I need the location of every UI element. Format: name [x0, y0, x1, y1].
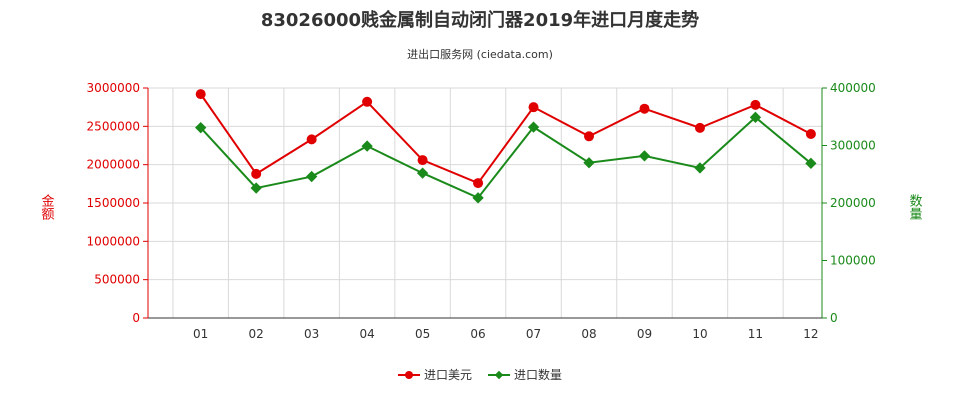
- left-tick-label: 0: [132, 311, 140, 325]
- x-tick-label: 07: [526, 327, 541, 341]
- series-1-point: [528, 102, 539, 113]
- x-tick-label: 01: [193, 327, 208, 341]
- series-2-point: [694, 162, 706, 174]
- series-2-point: [361, 140, 373, 152]
- series-1-point: [195, 89, 206, 100]
- left-tick-label: 500000: [94, 273, 140, 287]
- series-1-point: [251, 168, 262, 179]
- right-tick-label: 300000: [830, 139, 876, 153]
- x-tick-label: 12: [803, 327, 818, 341]
- series-1-point: [584, 131, 595, 142]
- x-tick-label: 10: [692, 327, 707, 341]
- series-2-point: [805, 157, 817, 169]
- x-tick-label: 08: [581, 327, 596, 341]
- series-2-point: [472, 192, 484, 204]
- series-1-point: [639, 103, 650, 114]
- series-2-point: [638, 150, 651, 162]
- series-1-point: [417, 155, 428, 166]
- x-tick-label: 05: [415, 327, 430, 341]
- legend-marker-2: [494, 370, 504, 380]
- left-tick-label: 3000000: [87, 81, 140, 95]
- grid-lines: [148, 87, 822, 319]
- chart-title: 83026000贱金属制自动闭门器2019年进口月度走势: [260, 10, 700, 31]
- left-tick-label: 2500000: [87, 119, 140, 133]
- x-tick-label: 02: [249, 327, 264, 341]
- series-1-point: [694, 122, 705, 133]
- series-line-2: [199, 115, 812, 200]
- left-tick-label: 2000000: [87, 158, 140, 172]
- left-tick-label: 1000000: [87, 234, 140, 248]
- chart-subtitle: 进出口服务网 (ciedata.com): [407, 48, 553, 61]
- right-y-axis: 0 100000 200000 300000 400000 数量: [821, 81, 923, 325]
- legend-label-1: 进口美元: [424, 368, 472, 382]
- x-tick-label: 03: [304, 327, 319, 341]
- series-1-point: [306, 134, 317, 145]
- series-2-point: [305, 170, 318, 183]
- right-axis-title: 数量: [907, 194, 923, 220]
- legend: 进口美元 进口数量: [398, 367, 562, 382]
- right-tick-label: 100000: [830, 254, 876, 268]
- x-tick-label: 11: [748, 327, 763, 341]
- x-axis: 01 02 03 04 05 06 07 08 09 10 11 12: [148, 317, 822, 341]
- right-tick-label: 0: [830, 311, 838, 325]
- right-tick-label: 200000: [830, 196, 876, 210]
- left-axis-title: 金额: [39, 193, 55, 221]
- series-2-point: [416, 167, 429, 179]
- legend-label-2: 进口数量: [514, 367, 562, 382]
- series-1-point: [362, 96, 373, 107]
- left-tick-label: 1500000: [87, 196, 140, 210]
- series-1-point: [473, 178, 484, 189]
- series-2-point: [583, 157, 595, 169]
- right-tick-label: 400000: [830, 81, 876, 95]
- series-1-point: [750, 99, 761, 110]
- left-y-axis: 0 500000 1000000 1500000 2000000 2500000 30000…: [39, 81, 149, 325]
- x-tick-label: 09: [637, 327, 652, 341]
- series-1-point: [805, 129, 816, 139]
- x-tick-label: 04: [359, 327, 374, 341]
- x-tick-label: 06: [470, 327, 485, 341]
- legend-marker-1: [405, 371, 413, 379]
- series-line-1: [199, 93, 812, 185]
